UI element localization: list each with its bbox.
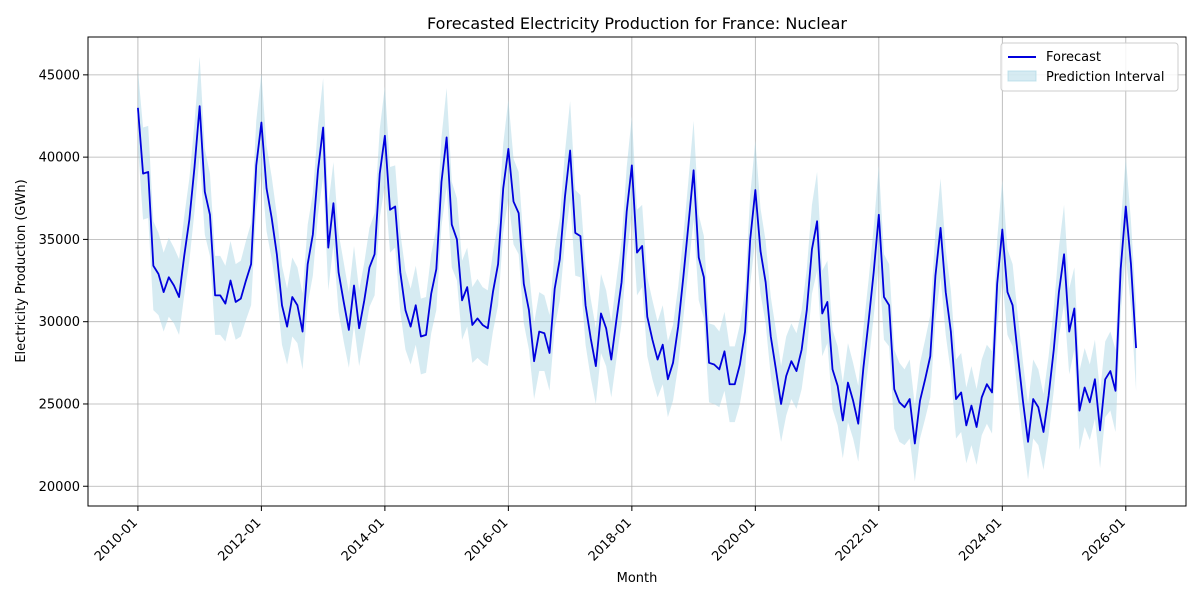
legend-interval-label: Prediction Interval	[1046, 70, 1165, 85]
plot-frame	[87, 36, 1187, 507]
y-tick-label: 25000	[39, 397, 80, 412]
y-axis-ticks: 20000 25000 30000 35000 40000 45000	[39, 68, 88, 495]
chart-title: Forecasted Electricity Production for Fr…	[427, 14, 847, 33]
y-tick-label: 35000	[39, 233, 80, 248]
y-tick-label: 45000	[39, 68, 80, 83]
legend: Forecast Prediction Interval	[1000, 42, 1179, 92]
y-tick-label: 30000	[39, 315, 80, 330]
y-tick-label: 40000	[39, 151, 80, 166]
legend-interval-swatch	[1007, 70, 1037, 82]
legend-forecast-label: Forecast	[1046, 50, 1101, 65]
y-tick-label: 20000	[39, 480, 80, 495]
y-axis-title: Electricity Production (GWh)	[14, 179, 29, 362]
x-axis-title: Month	[617, 571, 658, 586]
forecast-line	[137, 105, 1137, 445]
legend-box	[1000, 42, 1179, 92]
forecast-series-line	[137, 105, 1137, 445]
